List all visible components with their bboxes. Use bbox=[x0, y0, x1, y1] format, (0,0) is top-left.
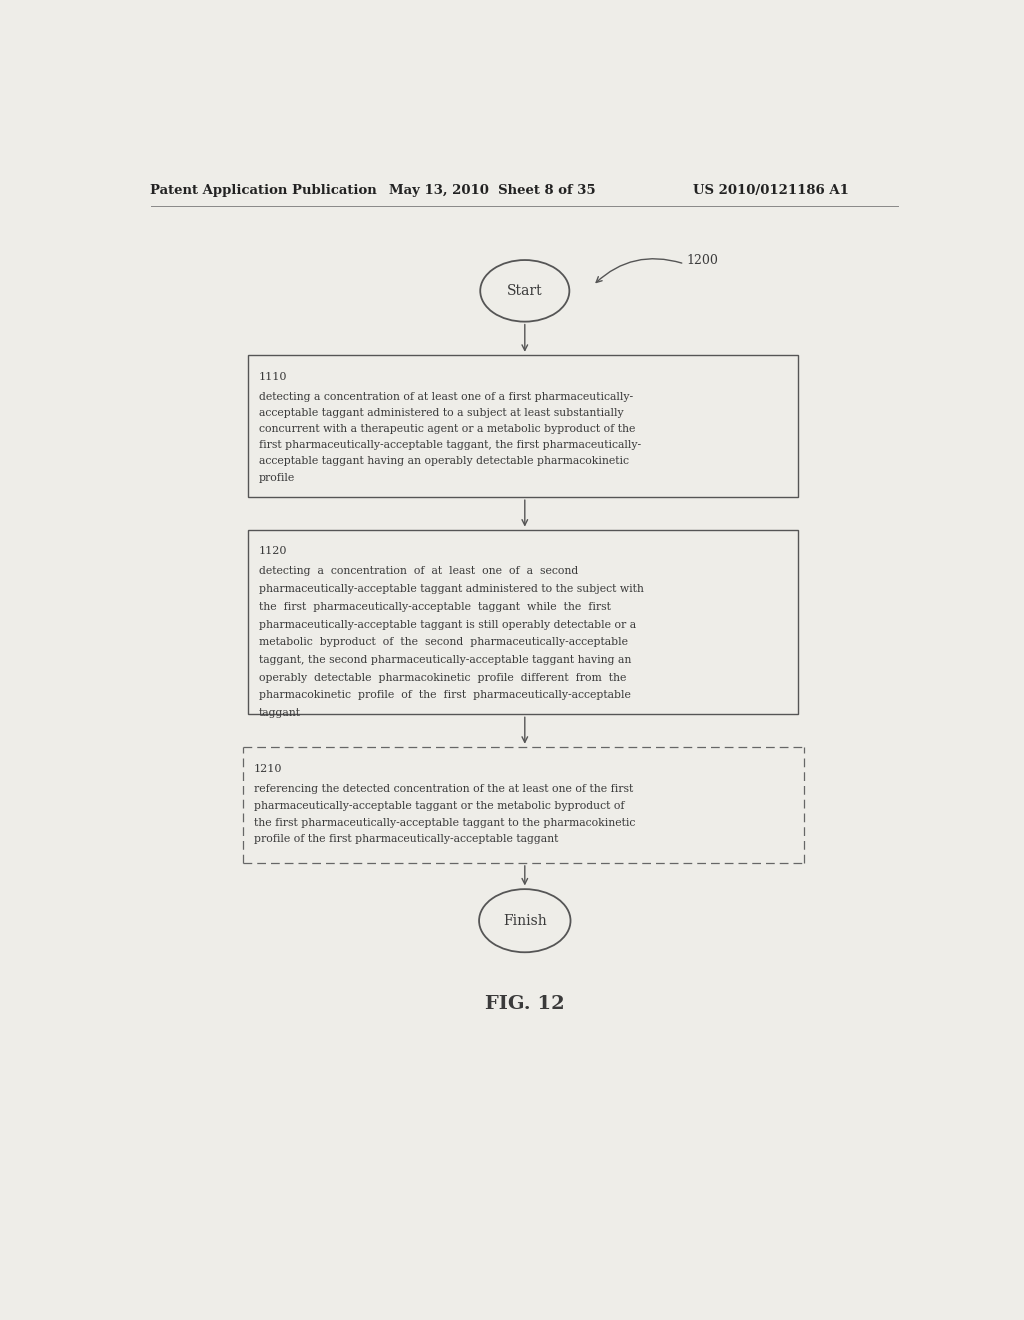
Text: pharmaceutically-acceptable taggant or the metabolic byproduct of: pharmaceutically-acceptable taggant or t… bbox=[254, 800, 624, 810]
Text: acceptable taggant having an operably detectable pharmacokinetic: acceptable taggant having an operably de… bbox=[259, 457, 629, 466]
Text: first pharmaceutically-acceptable taggant, the first pharmaceutically-: first pharmaceutically-acceptable taggan… bbox=[259, 441, 641, 450]
Text: the first pharmaceutically-acceptable taggant to the pharmacokinetic: the first pharmaceutically-acceptable ta… bbox=[254, 817, 635, 828]
Text: acceptable taggant administered to a subject at least substantially: acceptable taggant administered to a sub… bbox=[259, 408, 624, 418]
Text: detecting a concentration of at least one of a first pharmaceutically-: detecting a concentration of at least on… bbox=[259, 392, 633, 401]
Text: profile: profile bbox=[259, 473, 295, 483]
Text: 1210: 1210 bbox=[254, 763, 282, 774]
Text: profile of the first pharmaceutically-acceptable taggant: profile of the first pharmaceutically-ac… bbox=[254, 834, 558, 845]
Text: FIG. 12: FIG. 12 bbox=[485, 995, 564, 1012]
Bar bbox=[248, 355, 799, 498]
Text: pharmaceutically-acceptable taggant is still operably detectable or a: pharmaceutically-acceptable taggant is s… bbox=[259, 619, 636, 630]
Text: the  first  pharmaceutically-acceptable  taggant  while  the  first: the first pharmaceutically-acceptable ta… bbox=[259, 602, 611, 612]
Text: metabolic  byproduct  of  the  second  pharmaceutically-acceptable: metabolic byproduct of the second pharma… bbox=[259, 638, 628, 647]
Text: referencing the detected concentration of the at least one of the first: referencing the detected concentration o… bbox=[254, 784, 633, 793]
Text: operably  detectable  pharmacokinetic  profile  different  from  the: operably detectable pharmacokinetic prof… bbox=[259, 673, 627, 682]
Text: concurrent with a therapeutic agent or a metabolic byproduct of the: concurrent with a therapeutic agent or a… bbox=[259, 424, 635, 434]
Text: taggant, the second pharmaceutically-acceptable taggant having an: taggant, the second pharmaceutically-acc… bbox=[259, 655, 632, 665]
Text: detecting  a  concentration  of  at  least  one  of  a  second: detecting a concentration of at least on… bbox=[259, 566, 579, 577]
Text: 1200: 1200 bbox=[686, 253, 718, 267]
Bar bbox=[248, 529, 799, 714]
Text: 1120: 1120 bbox=[259, 546, 288, 557]
Text: pharmaceutically-acceptable taggant administered to the subject with: pharmaceutically-acceptable taggant admi… bbox=[259, 585, 644, 594]
Text: US 2010/0121186 A1: US 2010/0121186 A1 bbox=[693, 185, 849, 197]
Text: taggant: taggant bbox=[259, 708, 301, 718]
Text: Start: Start bbox=[507, 284, 543, 298]
Text: pharmacokinetic  profile  of  the  first  pharmaceutically-acceptable: pharmacokinetic profile of the first pha… bbox=[259, 690, 631, 701]
Text: May 13, 2010  Sheet 8 of 35: May 13, 2010 Sheet 8 of 35 bbox=[389, 185, 596, 197]
Text: Finish: Finish bbox=[503, 913, 547, 928]
Text: Patent Application Publication: Patent Application Publication bbox=[151, 185, 377, 197]
Text: 1110: 1110 bbox=[259, 372, 288, 381]
